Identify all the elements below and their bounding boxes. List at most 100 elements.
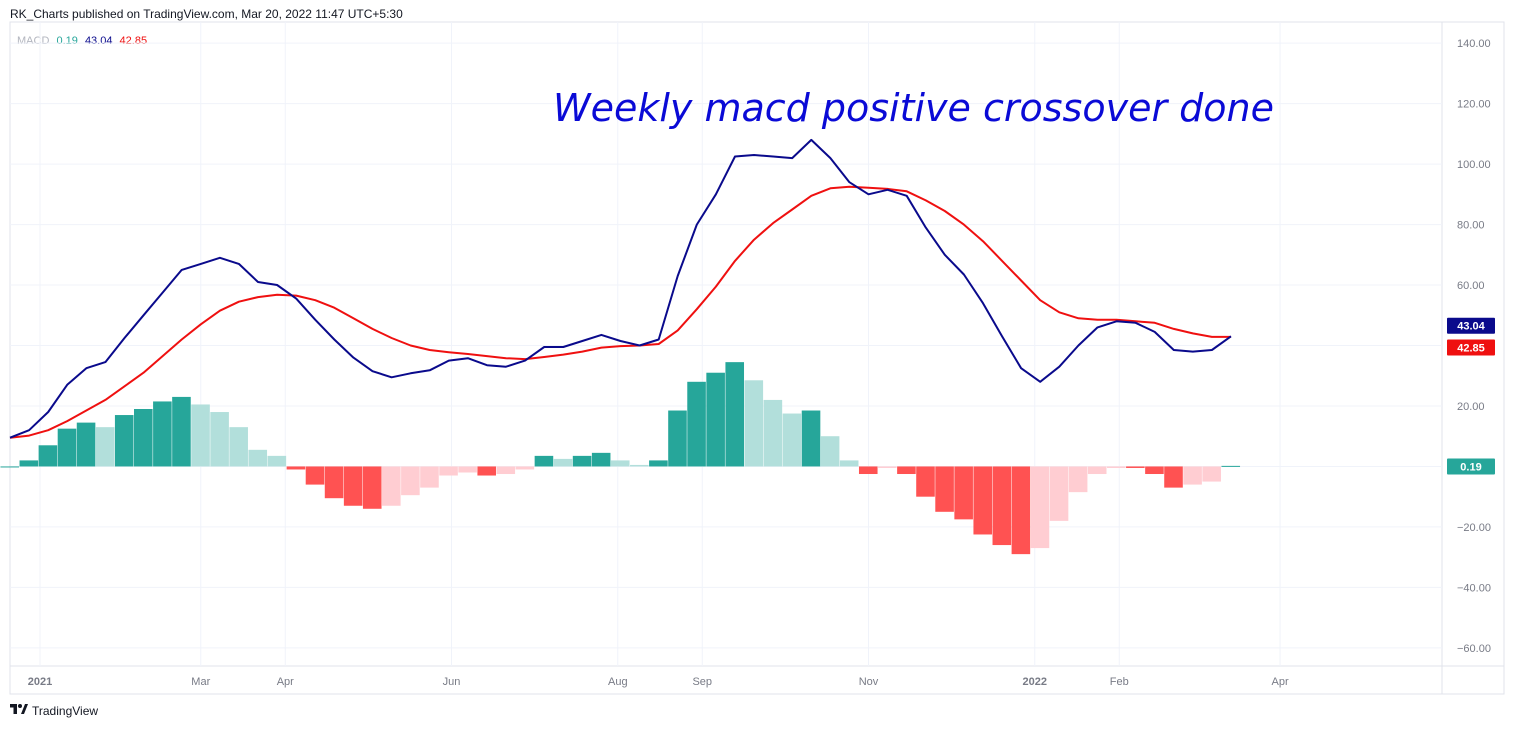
histogram-bar <box>343 466 363 506</box>
signal-badge-bg <box>1447 339 1495 356</box>
histogram-bar <box>1049 466 1069 521</box>
signal-badge-label: 42.85 <box>1457 342 1485 354</box>
hist-badge-label: 0.19 <box>1460 461 1481 473</box>
histogram-bar <box>878 466 897 468</box>
histogram-bar <box>1183 466 1202 485</box>
indicator-legend[interactable]: MACD 0.19 43.04 42.85 <box>17 35 151 47</box>
x-tick-label: Feb <box>1110 676 1129 688</box>
y-tick-label: 60.00 <box>1457 280 1485 292</box>
histogram-bar <box>114 415 134 467</box>
histogram-bar <box>0 466 20 468</box>
histogram-bar <box>1087 466 1107 475</box>
x-tick-label: 2022 <box>1023 676 1047 688</box>
y-tick-label: 20.00 <box>1457 401 1485 413</box>
histogram-bar <box>801 410 821 467</box>
histogram-bar <box>992 466 1012 546</box>
histogram-bar <box>553 458 573 467</box>
histogram-bar <box>153 401 172 467</box>
histogram-bar <box>324 466 344 499</box>
signal-line <box>9 185 1231 439</box>
histogram-bar <box>382 466 401 506</box>
histogram-bar <box>1164 466 1183 488</box>
histogram-bar <box>687 381 706 467</box>
histogram-bar <box>191 404 210 467</box>
histogram-bar <box>496 466 516 475</box>
histogram-bar <box>725 362 745 467</box>
histogram-bar <box>820 436 840 467</box>
legend-signal-value: 42.85 <box>119 35 148 47</box>
y-tick-label: −20.00 <box>1457 522 1491 534</box>
publish-header: RK_Charts published on TradingView.com, … <box>10 7 403 21</box>
histogram-bar <box>401 466 420 496</box>
histogram-bar <box>57 428 77 467</box>
y-tick-label: 80.00 <box>1457 220 1485 232</box>
histogram-bar <box>744 380 764 467</box>
axes: 140.00120.00100.0080.0060.0040.0020.00−2… <box>28 38 1491 688</box>
y-tick-label: 140.00 <box>1457 38 1491 50</box>
histogram-bar <box>1068 466 1088 493</box>
x-tick-label: Aug <box>608 676 628 688</box>
histogram-bar <box>1145 466 1164 475</box>
histogram-bar <box>458 466 477 473</box>
x-tick-label: Mar <box>191 676 210 688</box>
histogram-bar <box>477 466 496 476</box>
x-tick-label: Nov <box>859 676 879 688</box>
histogram-bar <box>439 466 458 476</box>
histogram-bar <box>286 466 306 470</box>
x-tick-label: Apr <box>1271 676 1288 688</box>
y-tick-label: −60.00 <box>1457 643 1491 655</box>
x-tick-label: Sep <box>692 676 712 688</box>
histogram-bar <box>935 466 954 512</box>
histogram-bar <box>534 455 554 467</box>
chart-frame <box>9 21 1505 695</box>
histogram-bar <box>1106 466 1126 468</box>
histogram-bar <box>210 412 229 467</box>
histogram-bar <box>229 427 248 467</box>
x-tick-label: Jun <box>443 676 461 688</box>
macd-badge-bg <box>1447 317 1495 334</box>
histogram-bar <box>248 449 268 467</box>
legend-name: MACD <box>17 35 50 47</box>
histogram-bar <box>134 409 153 467</box>
histogram-bar <box>630 464 649 467</box>
histogram-bar <box>420 466 439 488</box>
histogram-bar <box>916 466 935 497</box>
histogram-bar <box>649 460 668 467</box>
series-lines <box>9 138 1232 439</box>
histogram-bar <box>897 466 916 475</box>
histogram-bar <box>1221 465 1241 467</box>
histogram-bar <box>38 445 58 467</box>
y-tick-label: −40.00 <box>1457 582 1491 594</box>
histogram-bars <box>0 362 1241 555</box>
histogram-bar <box>1030 466 1050 549</box>
footer[interactable]: TradingView <box>10 704 98 718</box>
y-tick-label: 120.00 <box>1457 99 1491 111</box>
y-tick-label: 100.00 <box>1457 159 1491 171</box>
histogram-bar <box>782 413 802 467</box>
chart-annotation: Weekly macd positive crossover done <box>553 86 1274 130</box>
histogram-bar <box>763 399 783 467</box>
x-tick-label: 2021 <box>28 676 52 688</box>
legend-hist-value: 0.19 <box>56 35 78 47</box>
histogram-bar <box>1202 466 1221 482</box>
histogram-bar <box>19 460 39 467</box>
histogram-bar <box>858 466 878 475</box>
histogram-bar <box>1126 466 1145 468</box>
histogram-bar <box>172 396 191 467</box>
histogram-bar <box>591 452 611 467</box>
grid <box>9 21 1505 695</box>
hist-badge-bg <box>1447 458 1495 475</box>
macd-badge-label: 43.04 <box>1457 321 1485 333</box>
histogram-bar <box>1011 466 1031 555</box>
price-badges: 43.04 42.85 0.19 <box>1447 317 1495 475</box>
legend-macd-value: 43.04 <box>84 35 113 47</box>
histogram-bar <box>839 460 859 467</box>
tradingview-logo-icon <box>10 704 28 714</box>
histogram-bar <box>76 422 96 467</box>
histogram-bar <box>267 455 287 467</box>
histogram-bar <box>572 455 592 467</box>
histogram-bar <box>610 460 630 467</box>
histogram-bar <box>973 466 993 535</box>
x-tick-label: Apr <box>277 676 294 688</box>
